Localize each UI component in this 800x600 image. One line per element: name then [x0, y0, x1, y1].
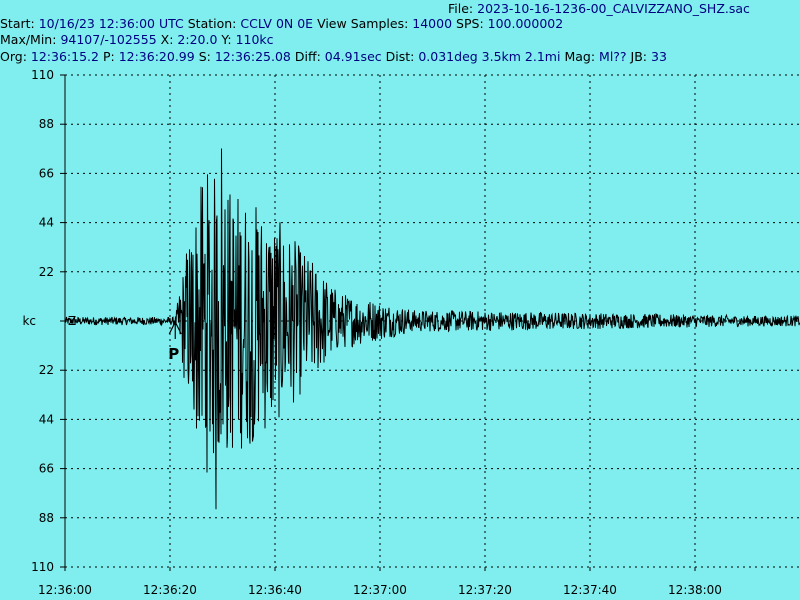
maxmin-label: Max/Min:: [0, 32, 57, 47]
x-tick-label: 12:37:20: [458, 583, 512, 597]
mag-value: Ml??: [599, 49, 627, 64]
p-arrow-icon: [168, 320, 182, 339]
y-value: 110kc: [235, 32, 274, 47]
start-info: Start: 10/16/23 12:36:00 UTC Station: CC…: [0, 16, 563, 31]
maxmin-value: 94107/-102555: [60, 32, 157, 47]
p-label: P:: [102, 49, 115, 64]
x-tick-label: 12:36:20: [143, 583, 197, 597]
diff-label: Diff:: [294, 49, 321, 64]
start-value: 10/16/23 12:36:00 UTC: [38, 16, 184, 31]
p-arrival-marker: P: [168, 320, 182, 363]
p-marker-label: P: [168, 345, 179, 363]
waveform-trace: [64, 148, 800, 510]
y-tick-label: 88: [39, 117, 54, 131]
p-value: 12:36:20.99: [118, 49, 195, 64]
dist-value: 0.031deg 3.5km 2.1mi: [418, 49, 561, 64]
x-tick-label: 12:38:00: [668, 583, 722, 597]
s-label: S:: [198, 49, 211, 64]
diff-value: 04.91sec: [324, 49, 382, 64]
s-value: 12:36:25.08: [214, 49, 291, 64]
y-tick-label: 66: [39, 462, 54, 476]
y-tick-label: 110: [31, 68, 54, 82]
origin-info: Org: 12:36:15.2 P: 12:36:20.99 S: 12:36:…: [0, 49, 667, 64]
y-tick-label: 22: [39, 265, 54, 279]
maxmin-info: Max/Min: 94107/-102555 X: 2:20.0 Y: 110k…: [0, 32, 274, 47]
x-tick-label: 12:36:40: [248, 583, 302, 597]
y-tick-labels: 110 88 66 44 22 kc 22 44 66 88 110: [22, 68, 54, 574]
x-tick-label: 12:36:00: [38, 583, 92, 597]
file-info: File: 2023-10-16-1236-00_CALVIZZANO_SHZ.…: [448, 1, 750, 16]
org-label: Org:: [0, 49, 27, 64]
y-tick-label: 88: [39, 511, 54, 525]
file-label: File:: [448, 1, 474, 16]
jb-value: 33: [651, 49, 667, 64]
start-label: Start:: [0, 16, 35, 31]
sps-value: 100.000002: [487, 16, 564, 31]
file-value: 2023-10-16-1236-00_CALVIZZANO_SHZ.sac: [477, 1, 750, 16]
y-tick-label: kc: [22, 314, 36, 328]
x-tick-label: 12:37:40: [563, 583, 617, 597]
x-label: X:: [160, 32, 174, 47]
y-tick-label: 110: [31, 560, 54, 574]
x-tick-labels: 12:36:00 12:36:20 12:36:40 12:37:00 12:37:20…: [38, 583, 722, 597]
y-tick-label: 22: [39, 363, 54, 377]
mag-label: Mag:: [564, 49, 596, 64]
x-tick-label: 12:37:00: [353, 583, 407, 597]
y-tick-label: 44: [39, 216, 54, 230]
x-value: 2:20.0: [177, 32, 218, 47]
view-samples-label: View Samples:: [317, 16, 409, 31]
sps-label: SPS:: [456, 16, 484, 31]
y-tick-label: 44: [39, 412, 54, 426]
station-value: CCLV 0N 0E: [240, 16, 314, 31]
y-tick-label: 66: [39, 166, 54, 180]
dist-label: Dist:: [385, 49, 415, 64]
station-label: Station:: [187, 16, 237, 31]
view-samples-value: 14000: [412, 16, 453, 31]
org-value: 12:36:15.2: [30, 49, 99, 64]
jb-label: JB:: [630, 49, 648, 64]
y-label: Y:: [221, 32, 232, 47]
